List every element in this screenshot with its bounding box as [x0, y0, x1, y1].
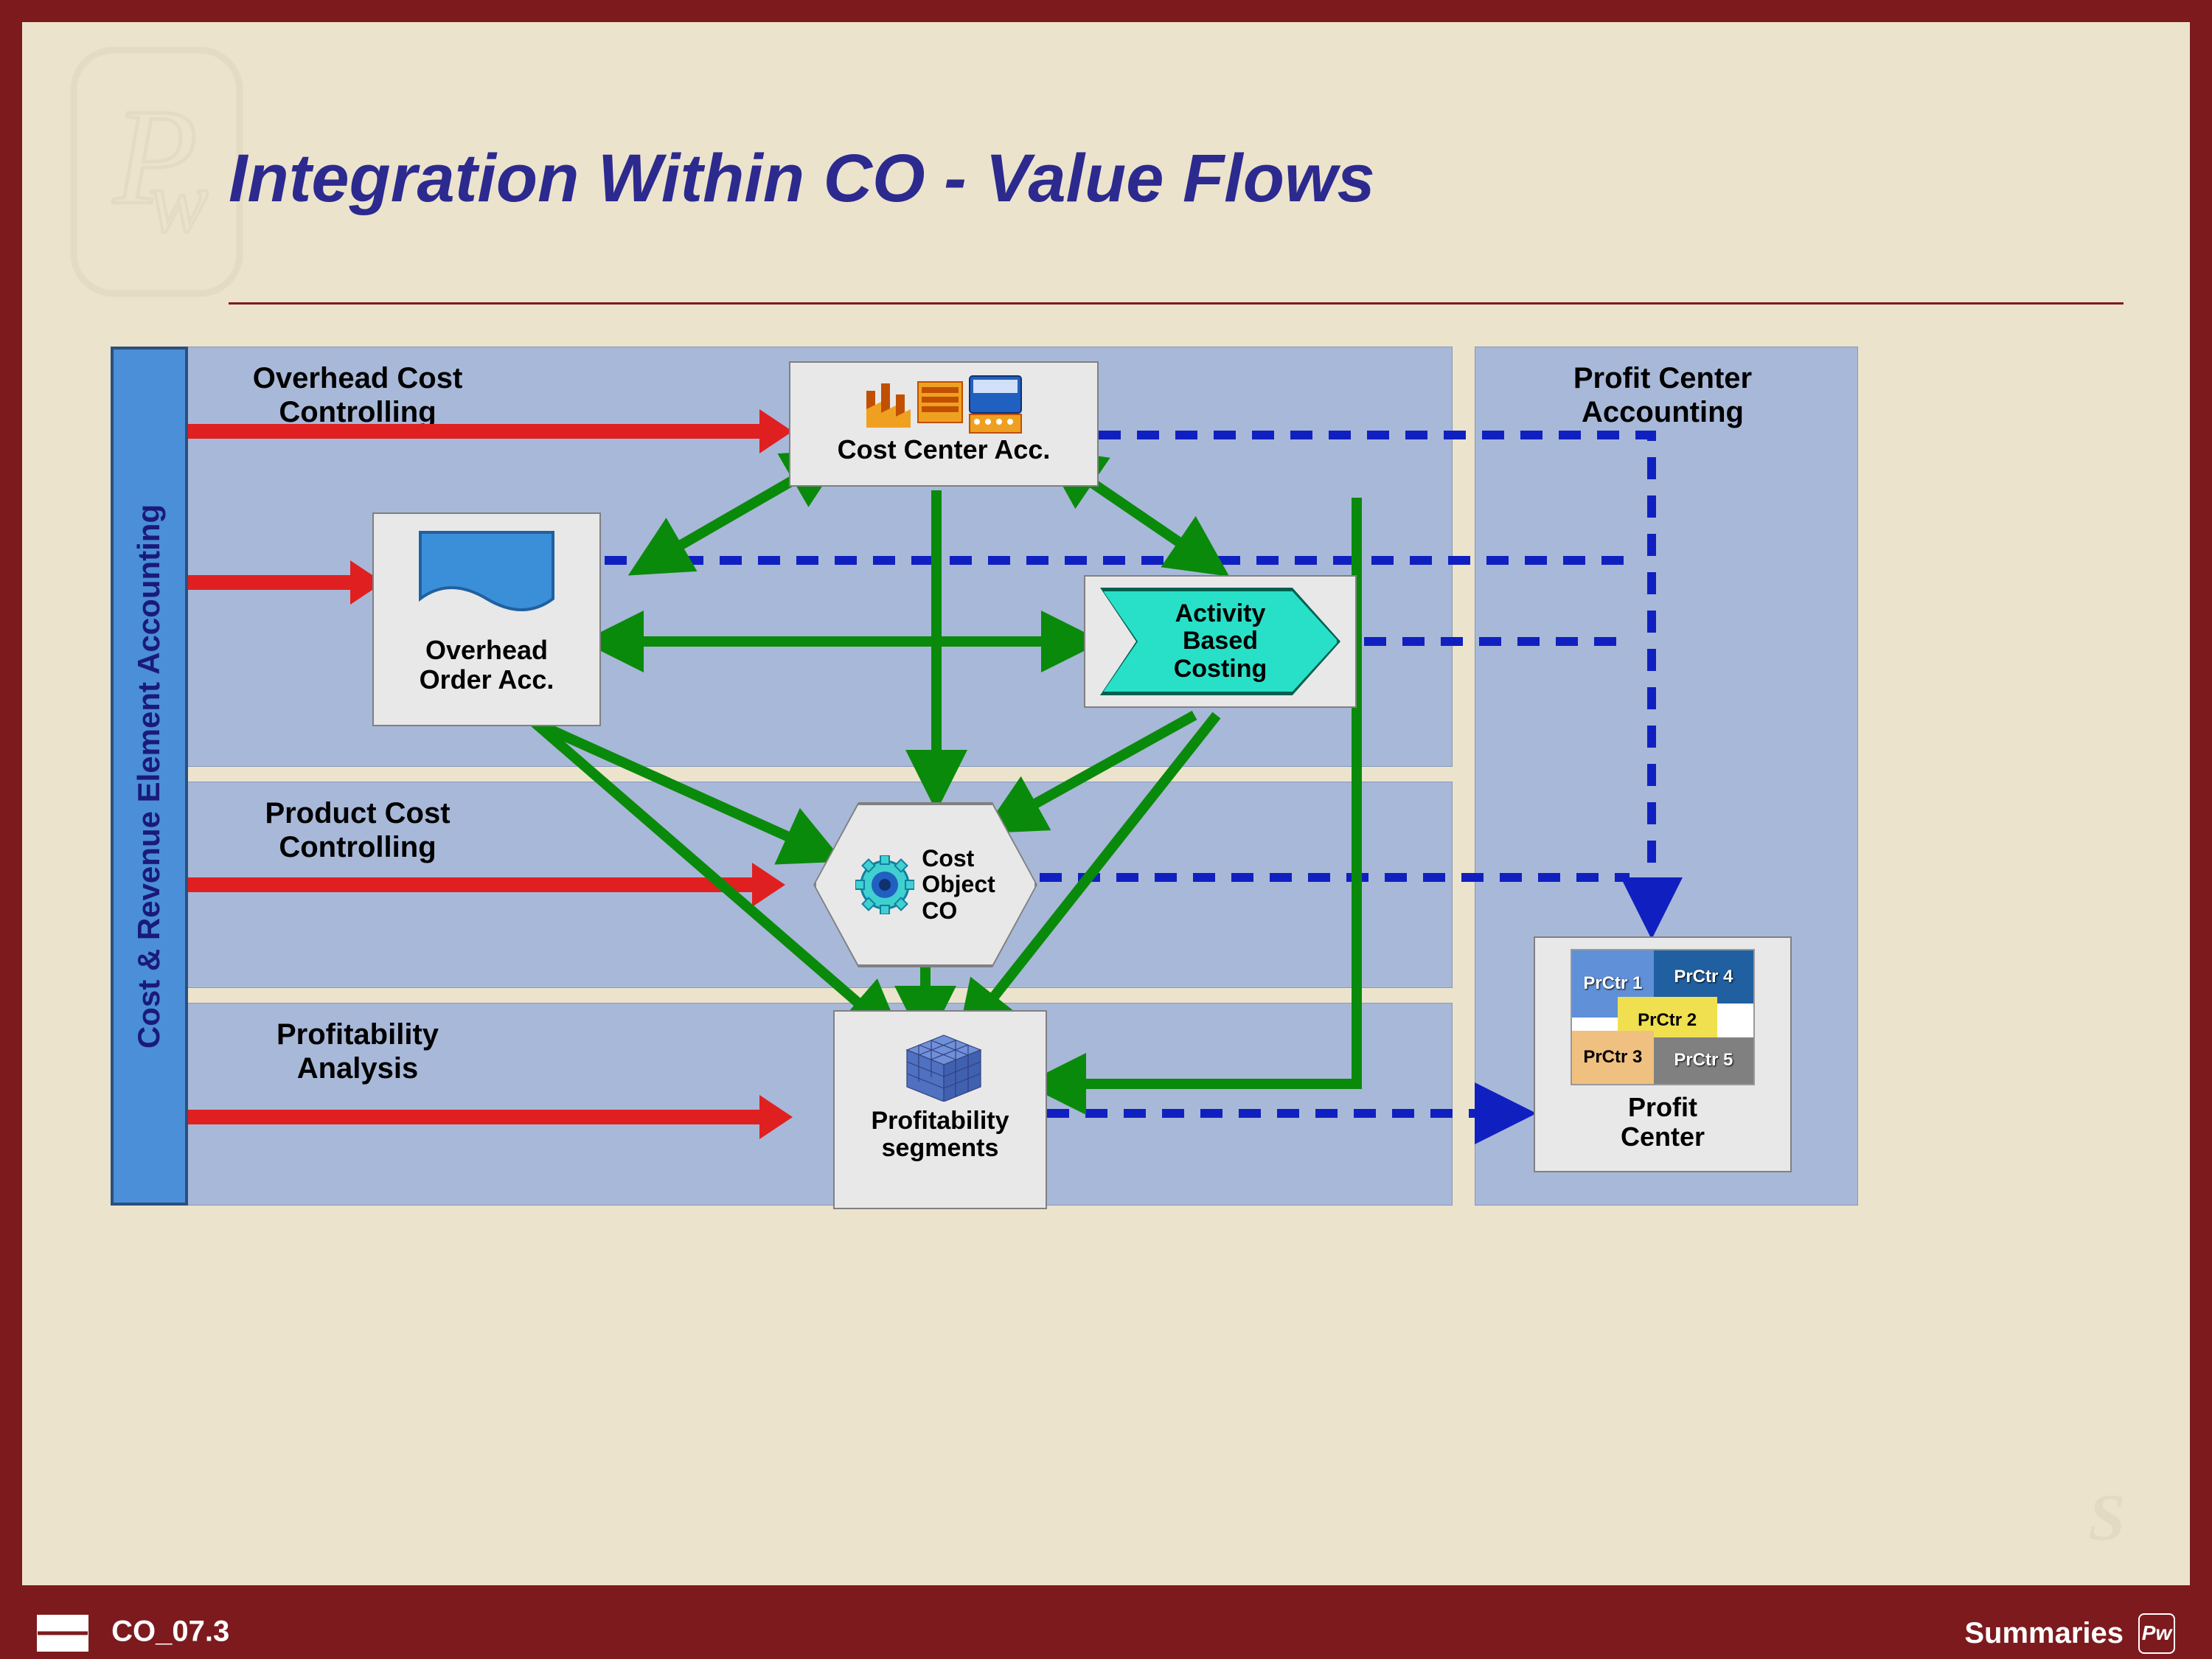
cube-icon — [892, 1020, 988, 1102]
diagram-area: Cost & Revenue Element Accounting Overhe… — [88, 347, 2124, 1541]
lane-label-profitability: ProfitabilityAnalysis — [232, 1018, 483, 1085]
lane-label-overhead: Overhead CostControlling — [232, 361, 483, 429]
node-overhead-order-label: OverheadOrder Acc. — [385, 636, 588, 694]
lane-label-profit-center: Profit CenterAccounting — [1526, 361, 1799, 429]
footer-slide-id: CO_07.3 — [111, 1615, 229, 1648]
node-profitability: Profitabilitysegments — [833, 1010, 1047, 1209]
footer-left: CO_07.3 — [37, 1615, 229, 1652]
factory-icon — [863, 369, 1025, 435]
footer-logo-icon: Pw — [2138, 1613, 2175, 1654]
node-profit-center: PrCtr 1 PrCtr 4 PrCtr 2 PrCtr 3 PrCtr 5 … — [1534, 936, 1792, 1172]
node-activity: ActivityBasedCosting — [1084, 575, 1357, 708]
node-overhead-order: OverheadOrder Acc. — [372, 512, 601, 726]
node-profit-center-label: ProfitCenter — [1546, 1093, 1779, 1151]
node-activity-label: ActivityBasedCosting — [1174, 600, 1267, 683]
node-cost-object: CostObjectCO — [815, 804, 1036, 966]
node-cost-object-label: CostObjectCO — [922, 846, 995, 924]
svg-text:w: w — [149, 153, 208, 251]
node-profitability-label: Profitabilitysegments — [844, 1107, 1037, 1163]
title-underline — [229, 302, 2124, 305]
footer-bar: CO_07.3 Summaries Pw — [22, 1607, 2190, 1659]
lane-label-product: Product CostControlling — [232, 796, 483, 864]
node-cost-center-label: Cost Center Acc. — [790, 435, 1097, 465]
sidebar-label: Cost & Revenue Element Accounting — [132, 504, 167, 1048]
footer-right: Summaries Pw — [1964, 1613, 2175, 1654]
slide-frame: Pw Integration Within CO - Value Flows S… — [0, 0, 2212, 1659]
footer-page-icon — [37, 1615, 88, 1652]
document-icon — [413, 525, 560, 628]
gear-icon — [855, 855, 914, 914]
node-cost-center: Cost Center Acc. — [789, 361, 1099, 487]
profit-center-map-icon: PrCtr 1 PrCtr 4 PrCtr 2 PrCtr 3 PrCtr 5 — [1571, 949, 1755, 1085]
sidebar-bar: Cost & Revenue Element Accounting — [111, 347, 188, 1206]
slide-canvas: Pw Integration Within CO - Value Flows S… — [22, 22, 2190, 1585]
slide-title: Integration Within CO - Value Flows — [229, 140, 1375, 218]
footer-section: Summaries — [1964, 1617, 2124, 1650]
